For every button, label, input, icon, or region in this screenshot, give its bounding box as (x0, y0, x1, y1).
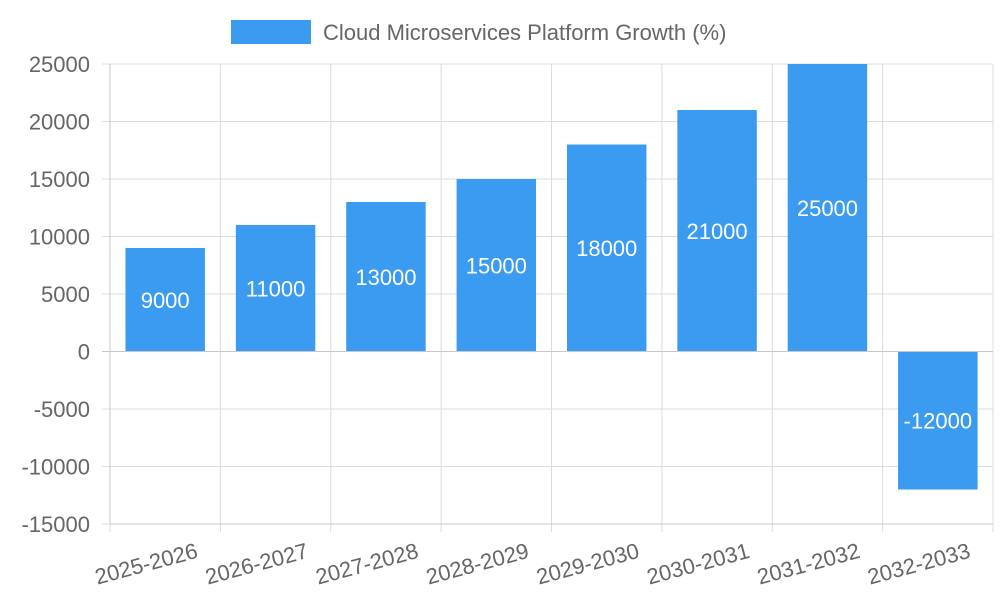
bar[interactable] (677, 110, 757, 352)
y-tick-label: 10000 (29, 225, 90, 250)
data-labels: 9000 11000 13000 15000 18000 21000 25000 -12000 (141, 196, 972, 434)
x-tick-label: 2028-2029 (423, 538, 531, 589)
bar[interactable] (235, 225, 316, 352)
y-tick-label: 0 (78, 340, 90, 365)
x-tick-label: 2030-2031 (644, 538, 752, 589)
x-tick-label: 2032-2033 (865, 538, 973, 589)
bar-value-label: 9000 (141, 288, 190, 313)
x-tick-label: 2031-2032 (754, 538, 862, 589)
bar-value-label: -12000 (904, 409, 973, 434)
legend: Cloud Microservices Platform Growth (%) (231, 20, 726, 45)
y-tick-label: 25000 (29, 52, 90, 77)
bar[interactable] (787, 64, 868, 352)
bar[interactable] (566, 144, 647, 352)
bar[interactable] (125, 248, 205, 352)
bars (125, 64, 978, 490)
x-tick-label: 2026-2027 (203, 538, 311, 589)
bar[interactable] (346, 202, 426, 352)
legend-label: Cloud Microservices Platform Growth (%) (323, 20, 726, 45)
bar-value-label: 13000 (355, 265, 416, 290)
y-tick-label: -15000 (21, 512, 90, 537)
legend-swatch (231, 20, 311, 44)
y-tick-label: -10000 (21, 455, 90, 480)
y-tick-label: 15000 (29, 167, 90, 192)
bar-value-label: 18000 (576, 236, 637, 261)
bar-value-label: 15000 (466, 253, 527, 278)
x-tick-label: 2027-2028 (313, 538, 421, 589)
x-tick-label: 2029-2030 (534, 538, 642, 589)
bar[interactable] (456, 179, 537, 352)
bar-value-label: 25000 (797, 196, 858, 221)
y-tick-label: 5000 (41, 282, 90, 307)
x-tick-label: 2025-2026 (92, 538, 200, 589)
y-tick-label: 20000 (29, 110, 90, 135)
bar-value-label: 11000 (246, 276, 306, 301)
y-tick-label: -5000 (34, 397, 90, 422)
bar[interactable] (898, 351, 978, 490)
bar-value-label: 21000 (686, 219, 747, 244)
